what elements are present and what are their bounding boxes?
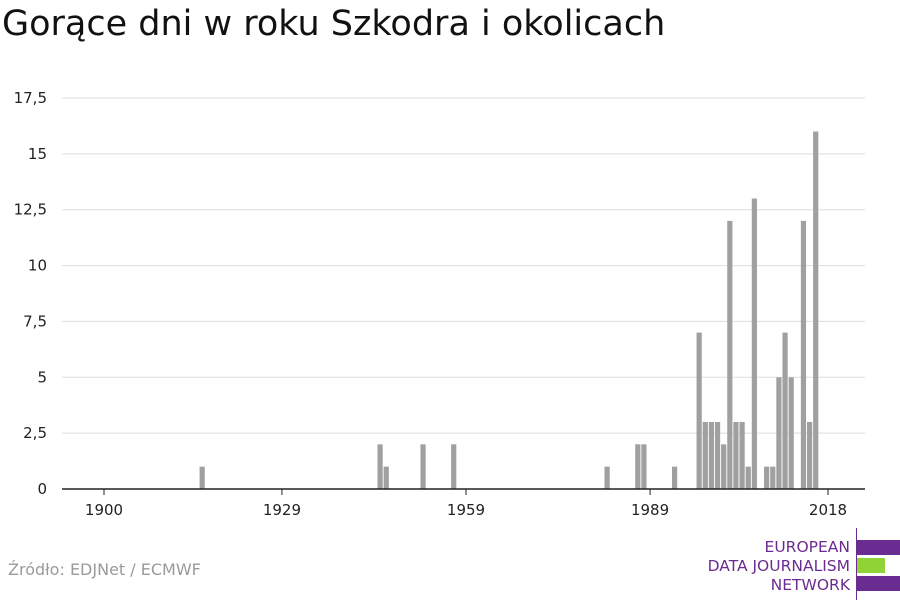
x-tick-label: 1900 bbox=[85, 501, 123, 519]
bar-2010 bbox=[776, 377, 782, 489]
x-tick-label: 2018 bbox=[809, 501, 847, 519]
y-tick-label: 17,5 bbox=[14, 89, 47, 107]
bar-2014 bbox=[800, 220, 807, 489]
x-tick-label: 1989 bbox=[631, 501, 669, 519]
bar-2003 bbox=[733, 421, 739, 489]
logo-line-1: EUROPEAN bbox=[764, 538, 850, 556]
bars bbox=[199, 131, 819, 490]
bar-2005 bbox=[745, 466, 751, 489]
logo-bar-bottom bbox=[857, 576, 900, 591]
bar-2015 bbox=[806, 421, 813, 489]
bar-1916 bbox=[199, 466, 205, 489]
x-axis-labels: 1900 1929 1959 1989 2018 bbox=[85, 501, 847, 519]
source-note: Źródło: EDJNet / ECMWF bbox=[8, 560, 201, 579]
logo-line-3: NETWORK bbox=[770, 576, 850, 594]
logo-text: EUROPEAN DATA JOURNALISM NETWORK bbox=[708, 538, 850, 595]
x-axis bbox=[62, 488, 865, 495]
y-tick-label: 10 bbox=[28, 257, 47, 275]
y-tick-label: 0 bbox=[37, 480, 47, 498]
bar-1946 bbox=[383, 466, 389, 489]
bar-2004 bbox=[739, 421, 745, 489]
bar-2008 bbox=[764, 466, 770, 489]
bar-2002 bbox=[727, 220, 733, 489]
bar-1957 bbox=[451, 444, 457, 489]
bar-2000 bbox=[714, 421, 721, 489]
bar-1945 bbox=[377, 444, 383, 489]
y-axis-labels: 0 2,5 5 7,5 10 12,5 15 17,5 bbox=[14, 89, 47, 498]
logo-bar-middle bbox=[857, 558, 885, 573]
logo-bar-top bbox=[857, 540, 900, 555]
logo-divider bbox=[856, 528, 857, 600]
chart-title: Gorące dni w roku Szkodra i okolicach bbox=[2, 4, 666, 44]
y-tick-label: 7,5 bbox=[23, 312, 47, 330]
bar-2011 bbox=[782, 332, 788, 489]
bar-2012 bbox=[788, 377, 794, 489]
x-tick-label: 1929 bbox=[263, 501, 301, 519]
bar-1982 bbox=[604, 466, 610, 489]
bar-1998 bbox=[702, 421, 708, 489]
bar-1987 bbox=[635, 444, 641, 489]
logo-line-2: DATA JOURNALISM bbox=[707, 557, 850, 575]
bar-1988 bbox=[641, 444, 647, 489]
bar-2001 bbox=[721, 444, 727, 489]
y-tick-label: 2,5 bbox=[23, 424, 47, 442]
bar-2016 bbox=[813, 131, 819, 489]
edjnet-logo: EUROPEAN DATA JOURNALISM NETWORK bbox=[700, 528, 900, 600]
bar-1997 bbox=[696, 332, 702, 489]
bar-1952 bbox=[420, 444, 426, 489]
bar-1999 bbox=[708, 421, 715, 489]
y-tick-label: 15 bbox=[28, 145, 47, 163]
bar-2006 bbox=[751, 198, 757, 490]
y-tick-label: 5 bbox=[37, 368, 47, 386]
grid-lines bbox=[62, 97, 865, 434]
y-tick-label: 12,5 bbox=[14, 201, 47, 219]
bar-1993 bbox=[672, 466, 678, 489]
x-tick-label: 1959 bbox=[447, 501, 485, 519]
bar-2009 bbox=[770, 466, 776, 489]
